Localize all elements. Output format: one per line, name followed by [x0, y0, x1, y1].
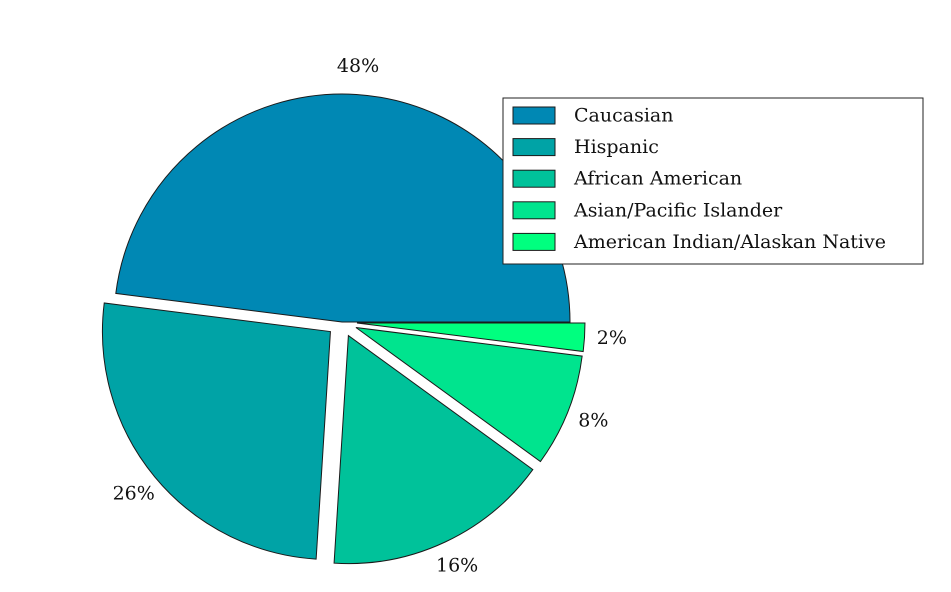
- pie-slices: [101, 93, 586, 565]
- legend-swatch-caucasian: [512, 106, 556, 125]
- legend-frame: [502, 97, 924, 265]
- legend-swatch-asian-pacific-islander: [512, 201, 556, 220]
- slice-african-american: [333, 334, 534, 565]
- slice-caucasian: [115, 93, 571, 323]
- legend-swatch-hispanic: [512, 138, 556, 157]
- slice-hispanic: [101, 302, 331, 560]
- legend: Caucasian Hispanic African American Asian/P…: [502, 97, 924, 265]
- legend-label-american-indian-alaskan-native: American Indian/Alaskan Native: [573, 231, 886, 253]
- legend-label-caucasian: Caucasian: [574, 105, 673, 127]
- data-label-american-indian-alaskan-native: 2%: [597, 327, 627, 349]
- data-label-caucasian: 48%: [337, 55, 379, 77]
- slice-asian-pacific-islander: [355, 327, 583, 463]
- legend-swatch-american-indian-alaskan-native: [512, 232, 556, 251]
- data-label-hispanic: 26%: [113, 482, 155, 504]
- data-label-african-american: 16%: [436, 555, 478, 577]
- slice-american-indian-alaskan-native: [356, 322, 586, 353]
- legend-label-african-american: African American: [573, 168, 742, 190]
- data-label-asian-pacific-islander: 8%: [578, 410, 608, 432]
- legend-label-hispanic: Hispanic: [574, 136, 659, 158]
- legend-swatch-african-american: [512, 169, 556, 188]
- legend-label-asian-pacific-islander: Asian/Pacific Islander: [573, 199, 783, 221]
- pie-labels: 48% 26% 16% 8% 2%: [113, 55, 627, 576]
